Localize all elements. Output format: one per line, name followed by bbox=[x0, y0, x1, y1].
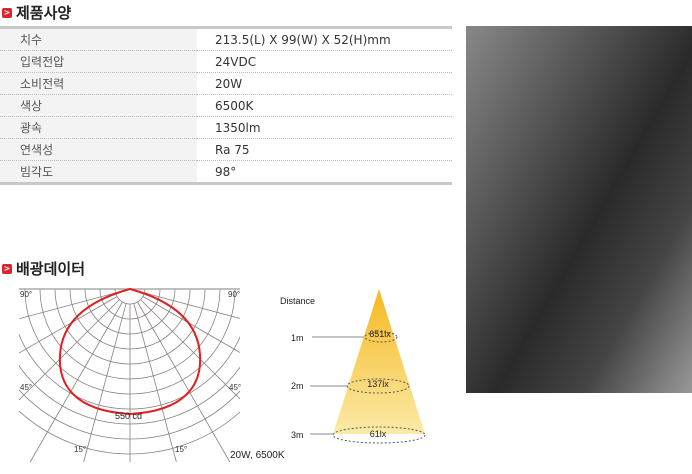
row-value: 20W bbox=[197, 72, 452, 95]
table-row: 빔각도 98° bbox=[0, 160, 452, 184]
angle-label: 15° bbox=[175, 445, 187, 454]
row-value: 1350lm bbox=[197, 116, 452, 139]
row-label: 빔각도 bbox=[0, 160, 197, 184]
row-value: Ra 75 bbox=[197, 138, 452, 161]
grid-spoke bbox=[144, 292, 240, 319]
row-value: 98° bbox=[215, 164, 237, 179]
lux-ring bbox=[346, 378, 410, 394]
grid-spoke bbox=[137, 301, 231, 463]
grid-spoke bbox=[19, 296, 118, 354]
intensity-curve bbox=[58, 287, 202, 416]
row-label: 연색성 bbox=[0, 138, 197, 161]
table-row: 치수 213.5(L) X 99(W) X 52(H)mm bbox=[0, 27, 452, 51]
polar-grid bbox=[19, 289, 240, 463]
table-row: 연색성 Ra 75 bbox=[0, 138, 452, 161]
arrow-icon: > bbox=[2, 263, 12, 274]
light-cone bbox=[333, 289, 425, 434]
grid-spoke bbox=[83, 303, 127, 463]
grid-spoke bbox=[29, 301, 123, 463]
lux-label: 651lx bbox=[369, 329, 391, 339]
lux-label: 61lx bbox=[370, 429, 387, 439]
angle-label: 45° bbox=[20, 383, 32, 392]
lux-label: 137lx bbox=[367, 379, 389, 389]
row-value: 6500K bbox=[197, 94, 452, 117]
spec-title: 제품사양 bbox=[16, 4, 72, 22]
lux-ring bbox=[364, 331, 398, 343]
row-label: 입력전압 bbox=[0, 50, 197, 73]
grid-spoke bbox=[19, 292, 116, 320]
angle-label: 90° bbox=[20, 290, 32, 299]
angle-label: 90° bbox=[228, 290, 240, 299]
distance-label: 1m bbox=[291, 333, 304, 343]
lux-ring bbox=[332, 426, 426, 444]
row-value: 213.5(L) X 99(W) X 52(H)mm bbox=[197, 27, 452, 51]
table-row: 광속 1350lm bbox=[0, 116, 452, 139]
grid-spoke bbox=[140, 299, 240, 400]
row-label: 광속 bbox=[0, 116, 197, 139]
grid-spoke bbox=[19, 299, 120, 401]
distance-label: 2m bbox=[291, 381, 304, 391]
distance-label: 3m bbox=[291, 430, 304, 440]
arrow-icon: > bbox=[2, 7, 12, 18]
row-label: 소비전력 bbox=[0, 72, 197, 95]
row-value: 24VDC bbox=[197, 50, 452, 73]
grid-spoke bbox=[142, 296, 240, 353]
light-heading: > 배광데이터 bbox=[2, 258, 85, 279]
table-row: 입력전압 24VDC bbox=[0, 50, 452, 73]
distance-heading: Distance bbox=[280, 296, 315, 306]
table-row: 소비전력 20W bbox=[0, 72, 452, 95]
angle-label: 45° bbox=[229, 383, 241, 392]
spec-heading: > 제품사양 bbox=[2, 2, 71, 23]
peak-label: 550 cd bbox=[115, 411, 142, 421]
row-label: 색상 bbox=[0, 94, 197, 117]
spec-table: 치수 213.5(L) X 99(W) X 52(H)mm 입력전압 24VDC 소… bbox=[0, 26, 452, 185]
row-label: 치수 bbox=[0, 27, 197, 51]
product-photo bbox=[466, 26, 692, 393]
light-title: 배광데이터 bbox=[16, 260, 86, 278]
angle-label: 15° bbox=[74, 445, 86, 454]
table-row: 색상 6500K bbox=[0, 94, 452, 117]
polar-caption: 20W, 6500K bbox=[230, 450, 285, 461]
grid-spoke bbox=[133, 303, 177, 463]
